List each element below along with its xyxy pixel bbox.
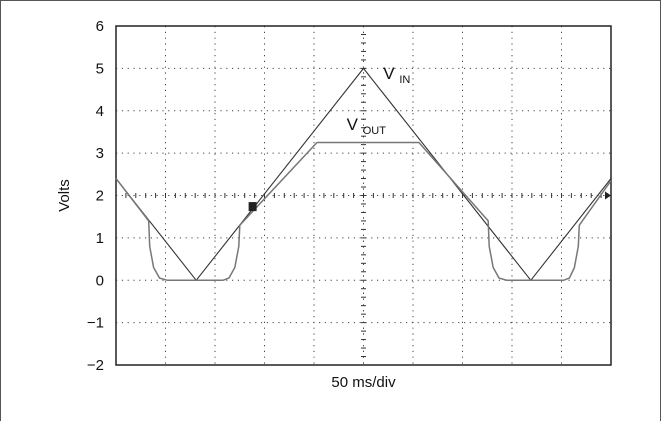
series-label-vout-main: V — [347, 115, 359, 134]
series-label-vout: V OUT — [347, 115, 387, 137]
y-tick-label: −1 — [87, 315, 104, 332]
y-axis-label: Volts — [56, 179, 73, 212]
trigger-marker — [248, 202, 257, 212]
y-tick-label: −2 — [87, 357, 104, 374]
series-line-v-in — [115, 67, 612, 281]
y-tick-label: 5 — [96, 60, 104, 77]
series-line-v-out — [115, 141, 612, 282]
series-lines — [115, 67, 612, 282]
y-tick-labels: 6 5 4 3 2 1 0 −1 −2 — [87, 18, 104, 374]
y-tick-label: 0 — [96, 272, 104, 289]
y-tick-label: 2 — [96, 188, 104, 205]
level-marker-arrow — [605, 191, 611, 200]
markers — [248, 191, 611, 212]
y-tick-label: 3 — [96, 145, 104, 162]
x-axis-label: 50 ms/div — [331, 374, 396, 391]
series-label-vin-sub: IN — [399, 74, 410, 86]
y-tick-label: 1 — [96, 230, 104, 247]
grid — [115, 25, 612, 366]
y-tick-label: 6 — [96, 18, 104, 35]
series-label-vin: V IN — [383, 64, 410, 86]
y-tick-label: 4 — [96, 103, 104, 120]
series-label-vin-main: V — [383, 64, 395, 83]
series-label-vout-sub: OUT — [363, 125, 387, 137]
